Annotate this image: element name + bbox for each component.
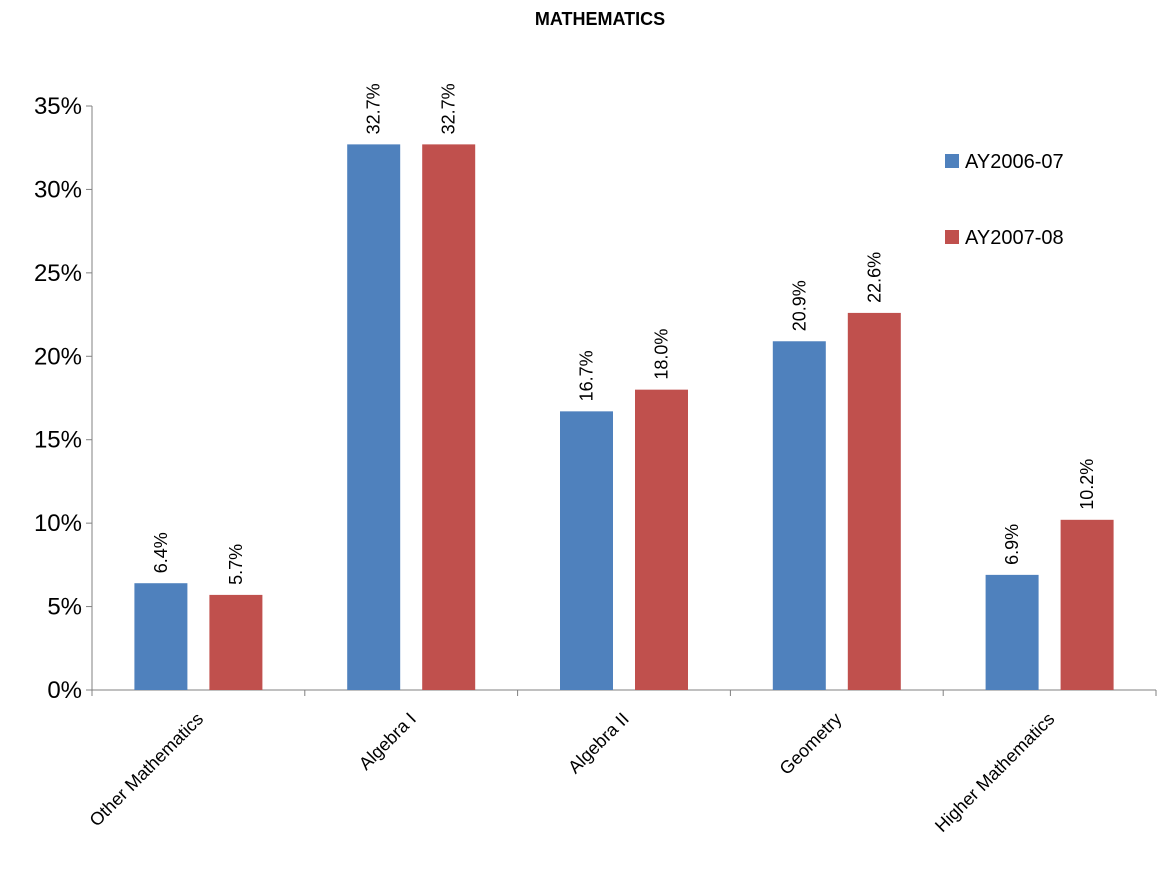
y-tick-label: 15% [34, 427, 82, 454]
legend: AY2006-07 AY2007-08 [945, 151, 1064, 249]
data-label: 6.9% [1002, 524, 1022, 565]
y-tick-label: 20% [34, 343, 82, 370]
data-label: 20.9% [789, 280, 809, 331]
x-tick-label: Algebra II [564, 709, 633, 778]
data-label: 22.6% [864, 252, 884, 303]
y-tick-label: 5% [47, 594, 82, 621]
data-label: 16.7% [577, 350, 597, 401]
x-tick-label: Other Mathematics [86, 709, 208, 831]
y-tick-label: 0% [47, 677, 82, 704]
bar [347, 144, 401, 690]
x-tick-label: Algebra I [355, 709, 420, 774]
bar [985, 574, 1039, 690]
data-label: 5.7% [226, 544, 246, 585]
data-label: 18.0% [652, 329, 672, 380]
legend-swatch [945, 230, 959, 244]
data-label: 32.7% [364, 83, 384, 134]
bar [847, 312, 901, 690]
y-tick-label: 25% [34, 260, 82, 287]
bar [560, 411, 613, 690]
x-tick-label: Higher Mathematics [931, 709, 1058, 836]
y-tick-label: 35% [34, 93, 82, 120]
bar [1060, 519, 1114, 690]
y-tick-label: 30% [34, 176, 82, 203]
y-tick-label: 10% [34, 510, 82, 537]
chart-title: MATHEMATICS [535, 9, 665, 29]
legend-label: AY2007-08 [965, 227, 1064, 249]
data-labels: 6.4% 5.7% 32.7% 32.7% 16.7% 18.0% 20.9% 22.6% 6.… [151, 83, 1097, 585]
x-tick-label: Geometry [776, 709, 846, 779]
legend-swatch [945, 154, 959, 168]
data-label: 10.2% [1077, 459, 1097, 510]
data-label: 6.4% [151, 532, 171, 573]
data-label: 32.7% [439, 83, 459, 134]
bar [422, 144, 476, 690]
bar [134, 583, 188, 690]
bar [635, 389, 688, 690]
legend-label: AY2006-07 [965, 151, 1064, 173]
bar [772, 341, 826, 690]
bars [134, 144, 1114, 690]
bar [209, 594, 263, 690]
